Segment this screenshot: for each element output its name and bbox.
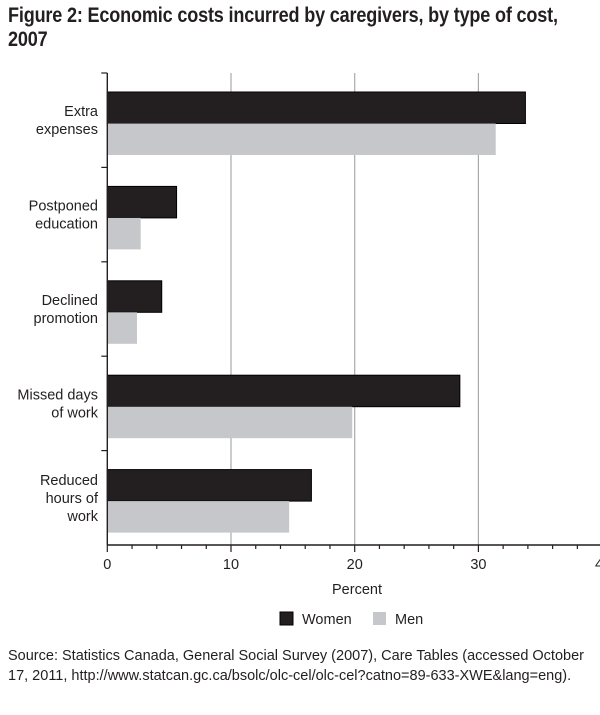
source-note: Source: Statistics Canada, General Socia… — [8, 648, 584, 684]
bar-women — [106, 185, 178, 219]
legend-item-women: Women — [279, 611, 352, 628]
x-axis-label: Percent — [332, 582, 382, 598]
legend-swatch — [279, 611, 294, 626]
category-label: Postponed — [29, 199, 98, 215]
bar-women — [106, 91, 526, 124]
category-label: of work — [51, 405, 98, 421]
category-label: Reduced — [40, 473, 98, 489]
category-label: Extra — [64, 104, 99, 120]
category-label: work — [66, 509, 98, 525]
bar-men — [107, 217, 141, 250]
x-tick-label: 4 — [595, 557, 600, 573]
chart-title: Figure 2: Economic costs incurred by car… — [8, 4, 558, 51]
category-label: hours of — [46, 491, 99, 507]
x-tick-label: 0 — [103, 557, 111, 573]
bar-men — [107, 501, 290, 533]
bar-men — [107, 123, 496, 155]
category-label: Declined — [42, 293, 98, 309]
category-label: education — [35, 217, 98, 233]
bar-women — [106, 374, 461, 408]
bar-men — [107, 406, 353, 439]
legend-label: Women — [302, 612, 352, 628]
bar-men — [107, 312, 137, 344]
bar-women — [106, 469, 312, 502]
legend-label: Men — [395, 612, 423, 628]
category-label: promotion — [34, 311, 98, 327]
x-tick-label: 30 — [470, 557, 486, 573]
category-label: Missed days — [17, 387, 98, 403]
x-tick-label: 20 — [347, 557, 363, 573]
legend-swatch — [373, 612, 386, 625]
category-label: expenses — [36, 122, 98, 138]
bar-women — [106, 280, 163, 313]
legend-item-men: Men — [373, 612, 423, 628]
x-tick-label: 10 — [223, 557, 239, 573]
